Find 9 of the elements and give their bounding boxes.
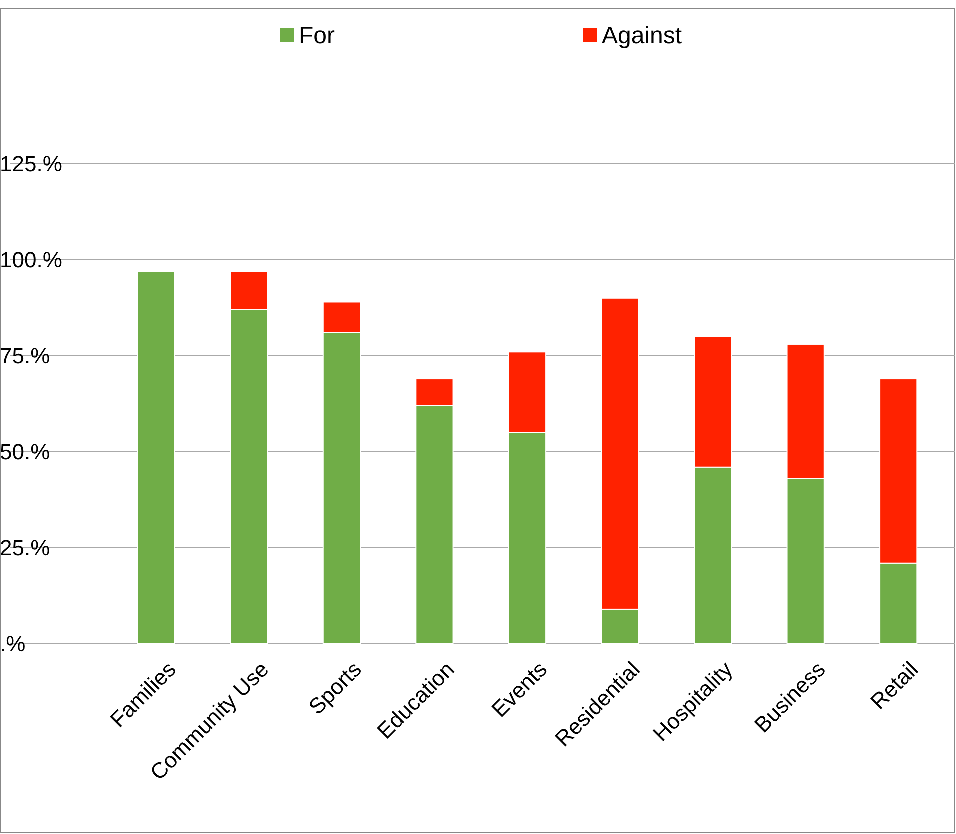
- y-tick-label: 125.%: [0, 152, 62, 177]
- y-tick-label: 75.%: [0, 344, 50, 369]
- legend-label: Against: [602, 22, 682, 50]
- y-tick-label: .%: [0, 632, 26, 657]
- y-tick-label: 25.%: [0, 536, 50, 561]
- y-tick-label: 50.%: [0, 440, 50, 465]
- bar: [137, 271, 176, 644]
- y-tick-label: 100.%: [0, 248, 62, 273]
- legend-label: For: [299, 22, 336, 50]
